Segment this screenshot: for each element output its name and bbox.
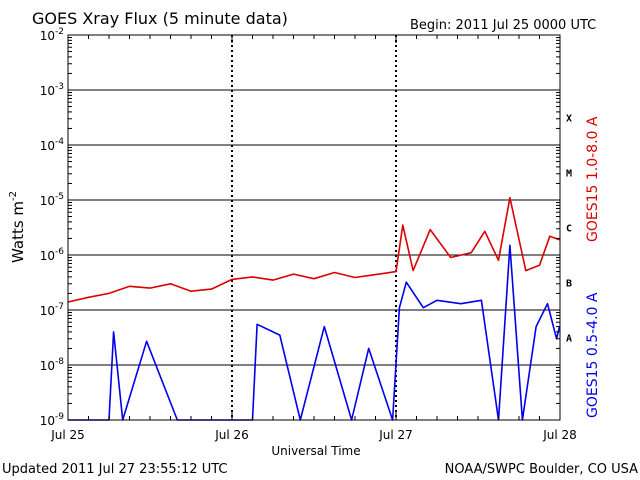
updated-time: Updated 2011 Jul 27 23:55:12 UTC bbox=[2, 462, 227, 477]
series-line-1 bbox=[68, 244, 561, 421]
y-tick-base: 10 bbox=[40, 249, 55, 263]
flare-class-label: A bbox=[566, 334, 572, 345]
y-tick-base: 10 bbox=[40, 304, 55, 318]
y-tick-base: 10 bbox=[40, 194, 55, 208]
y-tick-base: 10 bbox=[40, 359, 55, 373]
legend-long-channel: GOES15 1.0-8.0 A bbox=[585, 116, 601, 242]
y-tick-exponent: -4 bbox=[55, 137, 64, 147]
y-tick-label: 10-7 bbox=[40, 302, 64, 318]
y-tick-base: 10 bbox=[40, 84, 55, 98]
flare-class-label: X bbox=[566, 114, 572, 125]
y-tick-label: 10-2 bbox=[40, 27, 64, 43]
legend-short-channel: GOES15 0.5-4.0 A bbox=[585, 292, 601, 418]
series-line-0 bbox=[67, 196, 560, 303]
y-tick-exponent: -9 bbox=[55, 412, 64, 422]
y-tick-exponent: -5 bbox=[55, 192, 64, 202]
y-tick-label: 10-3 bbox=[40, 82, 64, 98]
y-tick-exponent: -6 bbox=[55, 247, 64, 257]
axes bbox=[67, 34, 561, 421]
flare-class-label: C bbox=[566, 224, 572, 235]
flare-class-label: B bbox=[566, 279, 572, 290]
y-tick-label: 10-4 bbox=[40, 137, 65, 153]
y-tick-exponent: -7 bbox=[55, 302, 64, 312]
y-tick-base: 10 bbox=[40, 139, 55, 153]
credit: NOAA/SWPC Boulder, CO USA bbox=[445, 462, 638, 477]
begin-time: Begin: 2011 Jul 25 0000 UTC bbox=[410, 18, 596, 33]
y-tick-label: 10-8 bbox=[40, 357, 65, 373]
y-tick-exponent: -8 bbox=[55, 357, 64, 367]
x-tick-label: Jul 25 bbox=[50, 428, 85, 442]
y-axis-label: Watts m-2 bbox=[8, 191, 27, 263]
y-axis-label-text: Watts m bbox=[9, 201, 27, 263]
y-tick-label: 10-9 bbox=[40, 412, 65, 428]
y-tick-exponent: -2 bbox=[55, 27, 64, 37]
chart-title: GOES Xray Flux (5 minute data) bbox=[32, 9, 288, 28]
x-tick-label: Jul 28 bbox=[542, 428, 577, 442]
grid bbox=[68, 35, 560, 420]
y-tick-label: 10-6 bbox=[40, 247, 65, 263]
y-axis-label-sup: -2 bbox=[8, 191, 19, 201]
y-tick-base: 10 bbox=[40, 29, 55, 43]
x-axis-label: Universal Time bbox=[271, 444, 360, 458]
y-tick-exponent: -3 bbox=[55, 82, 64, 92]
y-tick-label: 10-5 bbox=[40, 192, 64, 208]
x-tick-label: Jul 27 bbox=[378, 428, 413, 442]
plot-frame bbox=[67, 34, 561, 421]
y-tick-base: 10 bbox=[40, 414, 55, 428]
x-tick-label: Jul 26 bbox=[214, 428, 249, 442]
series-group bbox=[67, 196, 561, 421]
flare-class-label: M bbox=[566, 169, 572, 180]
